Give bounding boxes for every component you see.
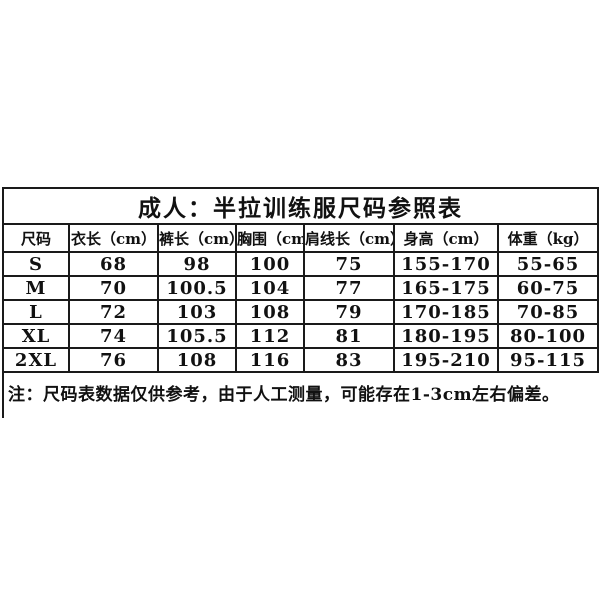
cell-shoulder-line: 81	[303, 323, 395, 349]
cell-garment-length: 72	[68, 299, 159, 325]
cell-weight: 95-115	[496, 347, 600, 373]
title-row: 成人：半拉训练服尺码参照表	[1, 187, 600, 225]
cell-pants-length: 105.5	[157, 323, 237, 349]
cell-shoulder-line: 79	[303, 299, 395, 325]
cell-size: S	[2, 251, 70, 277]
cell-chest: 116	[235, 347, 305, 373]
table-row-l: L 72 103 108 79 170-185 70-85	[2, 299, 600, 325]
cell-pants-length: 98	[157, 251, 237, 277]
column-header-pants-length: 裤长（cm）	[157, 223, 237, 253]
cell-height: 155-170	[393, 251, 499, 277]
cell-weight: 80-100	[496, 323, 600, 349]
cell-height: 165-175	[393, 275, 499, 301]
column-header-shoulder-line: 肩线长（cm）	[303, 223, 395, 253]
size-chart-sheet: 成人：半拉训练服尺码参照表 尺码 衣长（cm） 裤长（cm） 胸围（cm） 肩线…	[1, 187, 600, 418]
cell-garment-length: 70	[68, 275, 159, 301]
header-row: 尺码 衣长（cm） 裤长（cm） 胸围（cm） 肩线长（cm） 身高（cm） 体…	[2, 223, 600, 253]
size-chart-table: 成人：半拉训练服尺码参照表 尺码 衣长（cm） 裤长（cm） 胸围（cm） 肩线…	[1, 187, 600, 373]
cell-shoulder-line: 75	[303, 251, 395, 277]
cell-weight: 70-85	[496, 299, 600, 325]
cell-weight: 60-75	[496, 275, 600, 301]
cell-size: 2XL	[2, 347, 70, 373]
cell-weight: 55-65	[496, 251, 600, 277]
cell-garment-length: 74	[68, 323, 159, 349]
column-header-chest: 胸围（cm）	[235, 223, 305, 253]
cell-chest: 100	[235, 251, 305, 277]
table-title: 成人：半拉训练服尺码参照表	[1, 187, 600, 225]
cell-size: L	[2, 299, 70, 325]
table-row-2xl: 2XL 76 108 116 83 195-210 95-115	[2, 347, 600, 373]
cell-height: 195-210	[393, 347, 499, 373]
table-row-m: M 70 100.5 104 77 165-175 60-75	[2, 275, 600, 301]
cell-garment-length: 76	[68, 347, 159, 373]
cell-shoulder-line: 83	[303, 347, 395, 373]
cell-height: 170-185	[393, 299, 499, 325]
cell-shoulder-line: 77	[303, 275, 395, 301]
column-header-weight: 体重（kg）	[496, 223, 600, 253]
column-header-garment-length: 衣长（cm）	[68, 223, 159, 253]
cell-size: XL	[2, 323, 70, 349]
column-header-height: 身高（cm）	[393, 223, 499, 253]
cell-size: M	[2, 275, 70, 301]
table-row-s: S 68 98 100 75 155-170 55-65	[2, 251, 600, 277]
cell-garment-length: 68	[68, 251, 159, 277]
note-text: 注：尺码表数据仅供参考，由于人工测量，可能存在1-3cm左右偏差。	[2, 373, 597, 418]
cell-chest: 112	[235, 323, 305, 349]
cell-pants-length: 108	[157, 347, 237, 373]
cell-pants-length: 103	[157, 299, 237, 325]
table-row-xl: XL 74 105.5 112 81 180-195 80-100	[2, 323, 600, 349]
column-header-size: 尺码	[2, 223, 70, 253]
cell-chest: 104	[235, 275, 305, 301]
cell-chest: 108	[235, 299, 305, 325]
cell-pants-length: 100.5	[157, 275, 237, 301]
cell-height: 180-195	[393, 323, 499, 349]
